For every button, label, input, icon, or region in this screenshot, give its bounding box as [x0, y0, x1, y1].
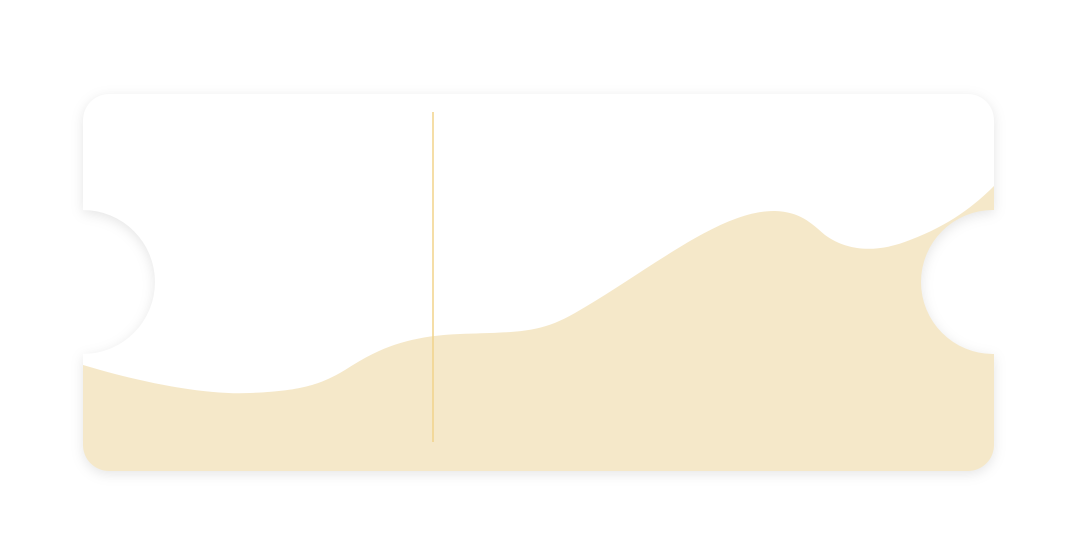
wave-decoration: [83, 186, 994, 480]
